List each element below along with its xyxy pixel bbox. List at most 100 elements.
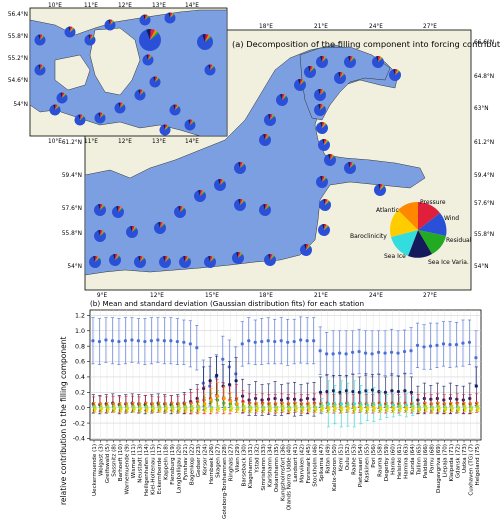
- data-point: [286, 402, 290, 406]
- station-pie: [149, 76, 161, 88]
- data-point: [150, 402, 154, 406]
- pie-slice: [320, 104, 323, 110]
- data-point: [281, 406, 285, 411]
- lat-tick-right-label: 63°N: [474, 106, 489, 112]
- station-pie: [34, 64, 46, 76]
- data-point: [318, 349, 322, 353]
- pie-slice: [378, 57, 383, 62]
- pie-slice: [120, 103, 124, 108]
- pie-slice: [395, 69, 398, 75]
- data-point: [327, 407, 331, 411]
- station-pie: [49, 104, 61, 116]
- pie-slice: [110, 20, 114, 25]
- data-point: [442, 402, 446, 406]
- pie-slice: [90, 34, 93, 40]
- pie-slice: [264, 114, 276, 127]
- pie-slice: [138, 89, 141, 95]
- lat-ticks-left: 61.2°N 59.4°N 57.6°N 55.8°N 54°N: [62, 140, 82, 270]
- pie-slice: [233, 199, 246, 212]
- data-point: [119, 407, 123, 411]
- pie-slice: [100, 113, 105, 118]
- pie-slice: [165, 257, 170, 262]
- pie-slice: [170, 12, 173, 18]
- pie-slice: [160, 222, 164, 228]
- pie-slice: [270, 255, 275, 260]
- pie-slice: [175, 104, 178, 110]
- pie-slice: [153, 76, 156, 82]
- pie-slice: [95, 257, 100, 262]
- pie-slice: [158, 256, 172, 268]
- data-point: [288, 407, 292, 411]
- pie-slice: [267, 254, 271, 260]
- data-point: [253, 340, 257, 344]
- pie-slice: [300, 244, 312, 257]
- pie-slice: [210, 65, 214, 70]
- data-point: [376, 350, 381, 354]
- pie-slice: [316, 176, 328, 189]
- pie-slice: [112, 254, 116, 260]
- pie-slice: [165, 125, 169, 130]
- pie-slice: [324, 224, 327, 230]
- station-pie: [94, 230, 107, 242]
- station-pie: [184, 119, 196, 131]
- pie-slice: [110, 20, 115, 25]
- station-pie: [114, 102, 126, 114]
- data-point: [125, 406, 130, 411]
- data-point: [188, 342, 192, 346]
- pie-slice: [148, 55, 152, 60]
- y-tick-label: 0.4: [75, 374, 85, 381]
- pie-slice: [208, 64, 211, 70]
- pie-slice: [319, 56, 323, 62]
- inset-lat-tick-label: 56.4°N: [8, 12, 28, 18]
- pie-slice: [320, 105, 325, 110]
- station-pie: [259, 204, 271, 217]
- data-point: [203, 406, 208, 411]
- lat-tick-right-label: 64.8°N: [474, 74, 494, 80]
- data-point: [229, 406, 233, 411]
- pie-slice: [100, 231, 105, 236]
- x-tick-label: Kemi (51): [339, 444, 345, 471]
- pie-slice: [322, 56, 325, 62]
- pie-slice: [70, 26, 73, 32]
- pie-slice: [40, 65, 44, 70]
- data-point: [162, 339, 166, 343]
- data-point: [164, 406, 169, 411]
- data-point: [255, 406, 259, 411]
- pie-slice: [120, 102, 123, 108]
- pie-slice: [145, 14, 148, 20]
- pie-slice: [282, 94, 286, 100]
- x-tick-label: Eckernfoerde (17): [157, 444, 163, 494]
- data-point: [378, 403, 382, 407]
- pie-slice: [264, 254, 276, 267]
- pie-slice: [100, 112, 103, 118]
- pie-slice: [320, 104, 324, 110]
- station-pie: [233, 162, 246, 175]
- pie-slice: [322, 123, 327, 128]
- pie-slice: [350, 162, 354, 168]
- pie-slice: [38, 64, 41, 70]
- station-pie: [204, 64, 216, 76]
- x-tick-label: Pietarsaari (54): [358, 444, 364, 487]
- station-pie: [233, 199, 246, 212]
- data-point: [275, 407, 279, 411]
- chart-grid: [90, 310, 481, 440]
- pie-slice: [210, 257, 215, 262]
- pie-slice: [392, 68, 396, 75]
- inset-lon-tick-label: 11°E: [84, 3, 98, 9]
- y-tick-label: 0.0: [75, 405, 85, 412]
- pie-slice: [162, 256, 166, 262]
- pie-slice: [88, 256, 101, 268]
- pie-slice: [140, 90, 144, 95]
- x-tick-label: Hanko (60): [391, 444, 397, 475]
- data-point: [175, 339, 179, 344]
- data-point: [169, 401, 174, 405]
- pie-slice: [371, 56, 384, 68]
- pie-slice: [155, 76, 158, 82]
- pie-slice: [237, 199, 241, 205]
- pie-slice: [350, 56, 354, 62]
- data-point: [266, 397, 271, 401]
- legend-label-pressure: Pressure: [420, 199, 446, 206]
- inset-lat-ticks: 56.4°N 55.8°N 55.2°N 54.6°N 54°N: [8, 12, 28, 108]
- pie-slice: [118, 102, 121, 108]
- x-tick-label: Helgoland (75): [475, 444, 481, 486]
